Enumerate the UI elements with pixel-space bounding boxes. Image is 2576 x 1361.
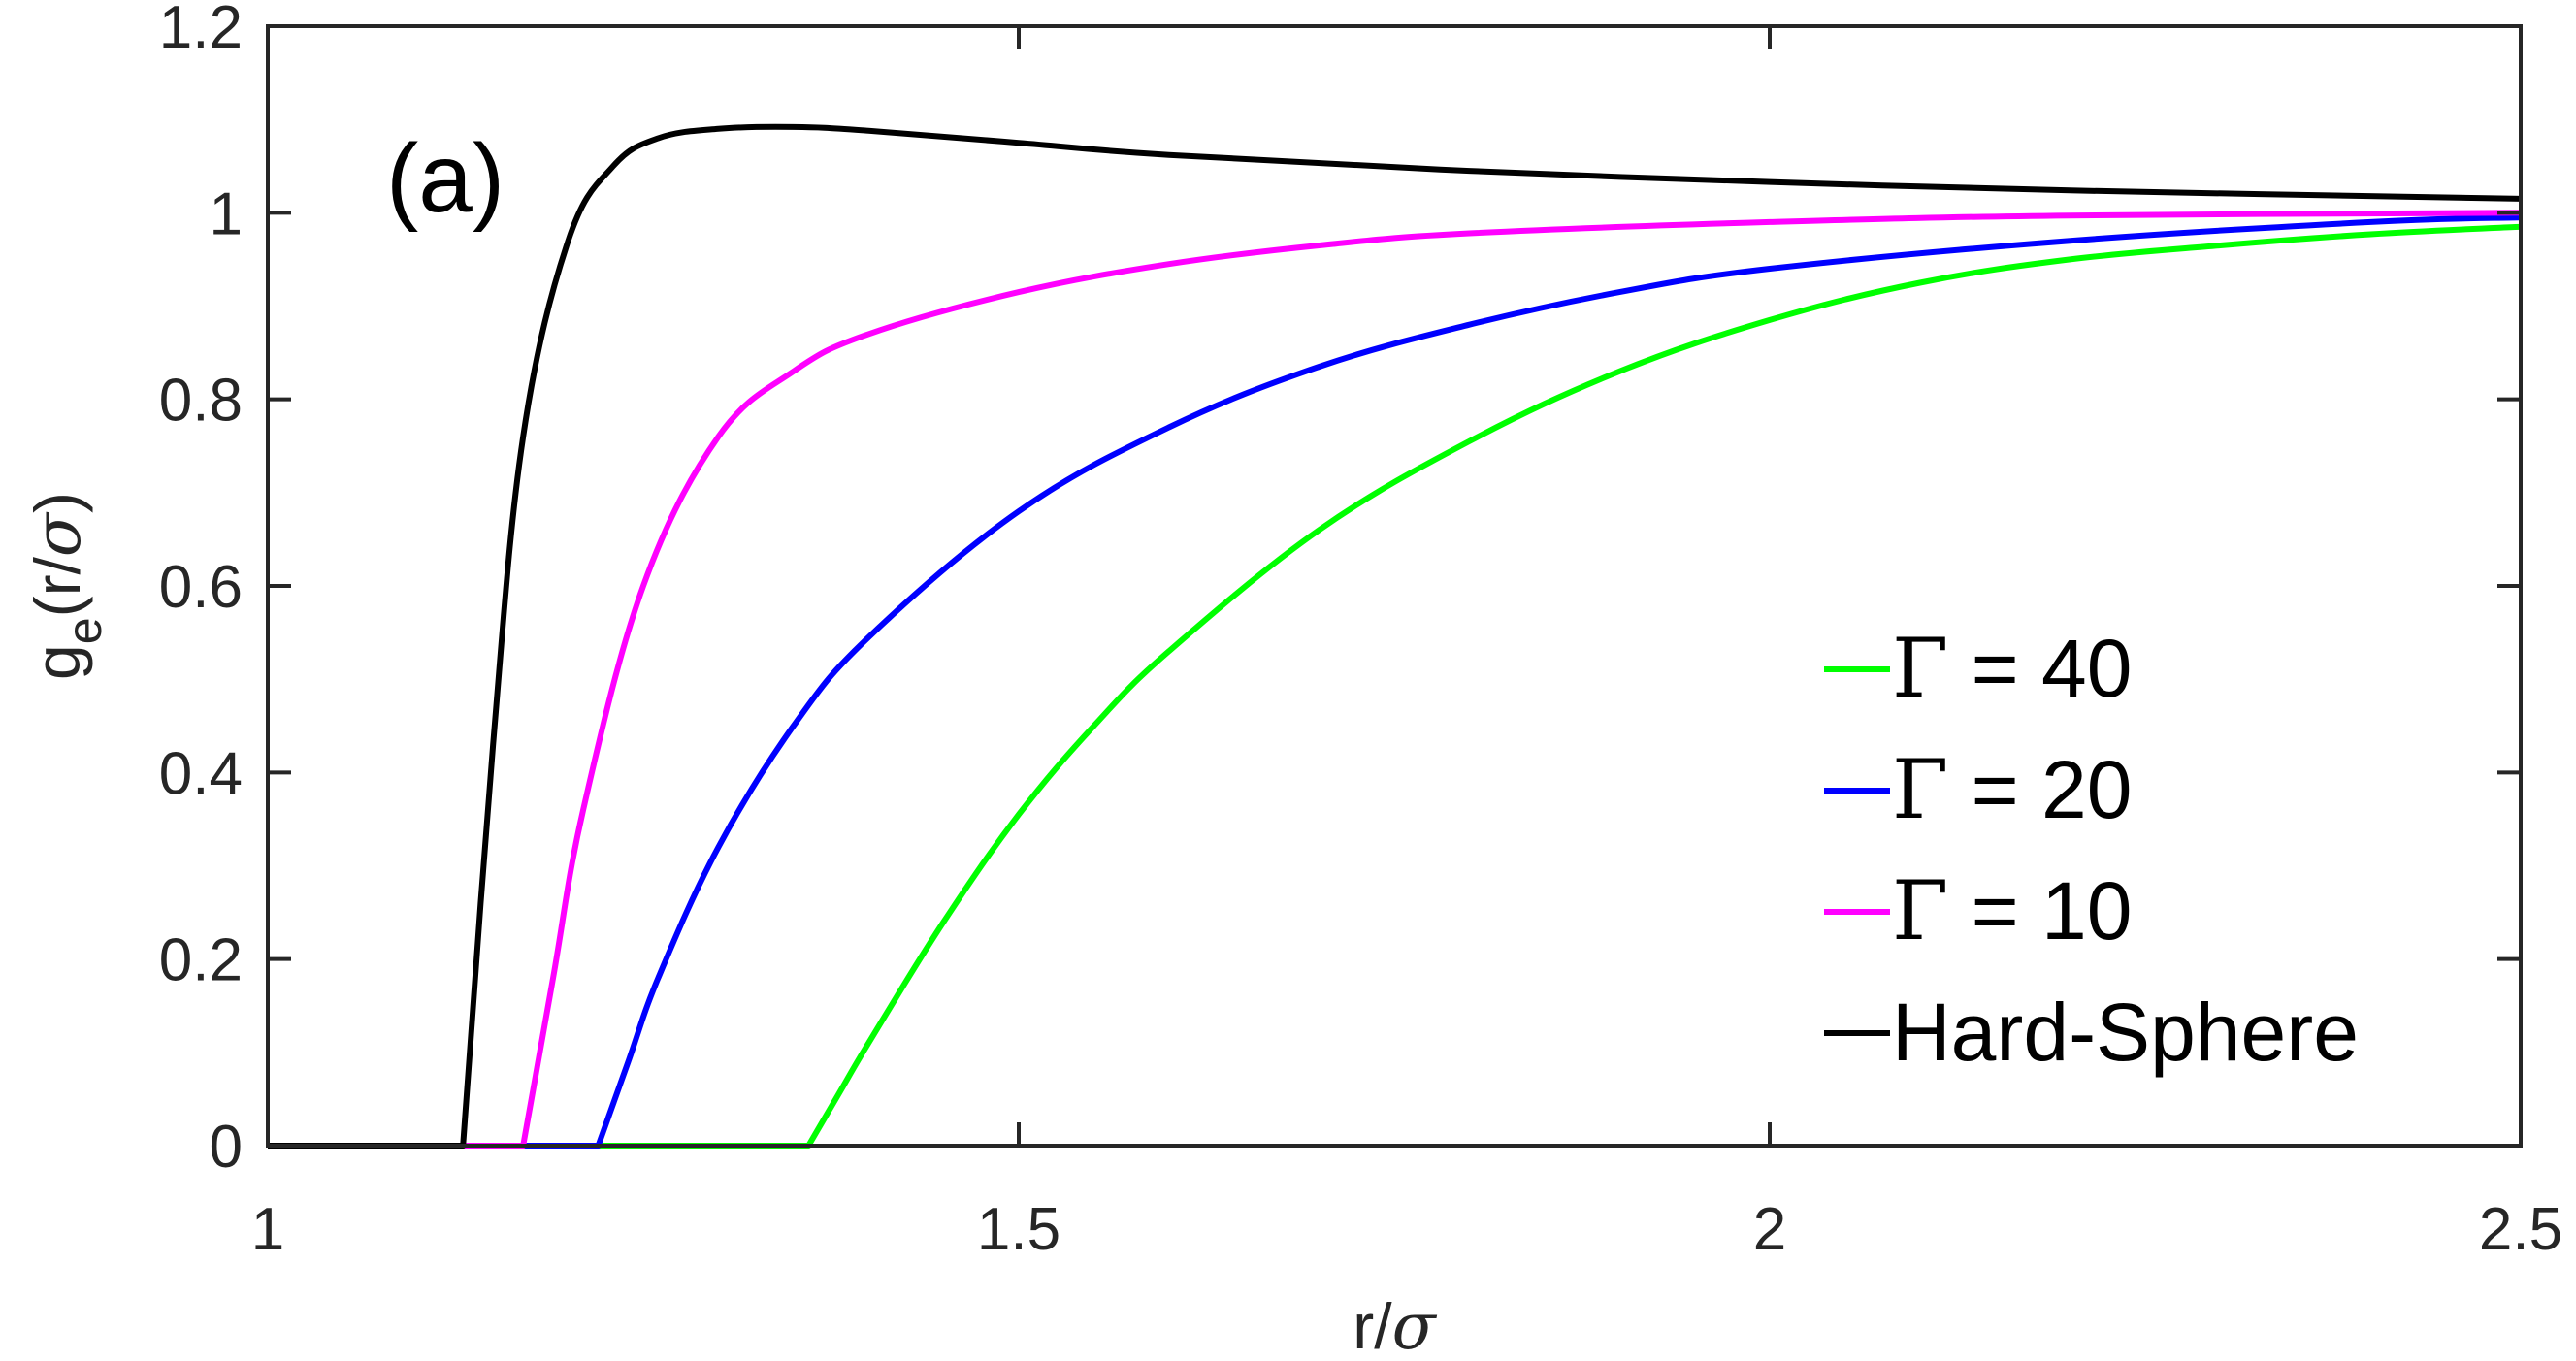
- x-axis-label: r/σ: [1353, 1289, 1437, 1361]
- x-tick-labels: 1 1.5 2 2.5: [251, 1196, 2562, 1263]
- x-tick-label: 2.5: [2479, 1196, 2562, 1263]
- series-line-0: [268, 223, 2522, 1149]
- x-tick-label: 2: [1753, 1196, 1786, 1263]
- y-tick-label: 0.4: [159, 740, 243, 807]
- series-line-2: [268, 210, 2522, 1149]
- series-line-3: [268, 123, 2522, 1149]
- y-axis-label: ge(r/σ): [20, 492, 112, 680]
- y-tick-label: 0.8: [159, 368, 243, 435]
- legend-label: Γ = 20: [1892, 742, 2132, 837]
- legend-label: Γ = 10: [1892, 863, 2132, 958]
- x-tick-label: 1: [251, 1196, 284, 1263]
- series-line-1: [268, 214, 2522, 1149]
- legend: Γ = 40 Γ = 20 Γ = 10 Hard-Sphere: [1824, 621, 2359, 1078]
- axis-ticks: [266, 24, 2523, 1148]
- y-tick-label: 0.2: [159, 927, 243, 994]
- y-tick-label: 1.2: [159, 0, 243, 61]
- x-tick-label: 1.5: [977, 1196, 1060, 1263]
- y-tick-label: 0.6: [159, 554, 243, 621]
- y-tick-label: 1: [210, 180, 243, 247]
- y-tick-labels: 0 0.2 0.4 0.6 0.8 1 1.2: [159, 0, 243, 1181]
- legend-label: Hard-Sphere: [1892, 987, 2359, 1078]
- y-tick-label: 0: [210, 1114, 243, 1181]
- series-lines: [268, 123, 2522, 1149]
- panel-label: (a): [386, 124, 505, 233]
- legend-label: Γ = 40: [1892, 621, 2132, 716]
